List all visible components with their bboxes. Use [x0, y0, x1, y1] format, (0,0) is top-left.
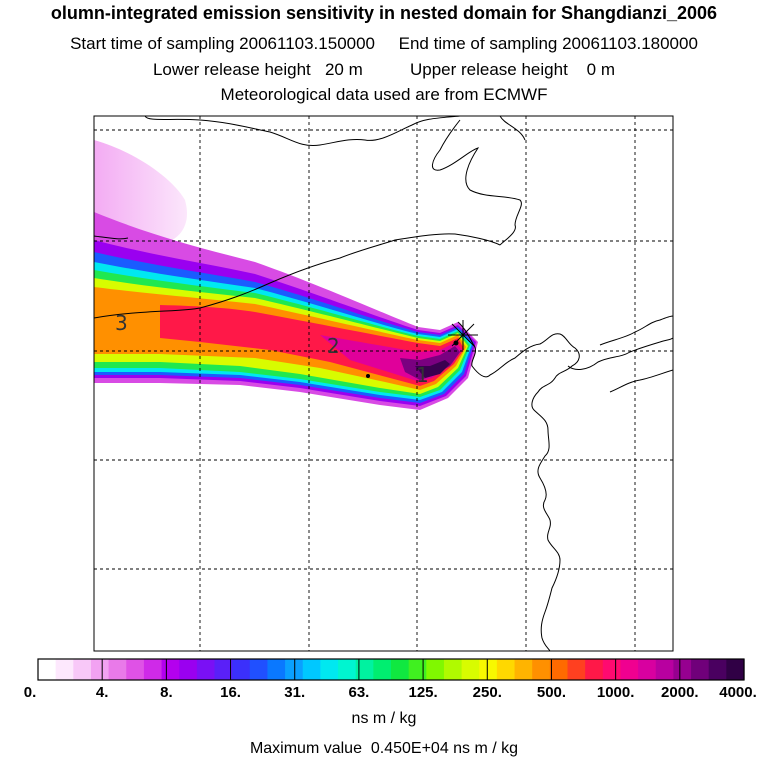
colorbar-cell	[179, 659, 198, 680]
colorbar-cell	[426, 659, 445, 680]
colorbar-cell	[108, 659, 127, 680]
colorbar-cell	[620, 659, 639, 680]
colorbar-cell	[143, 659, 163, 680]
sampling-time-line: Start time of sampling 20061103.150000 E…	[70, 34, 698, 53]
release-location-dot	[453, 340, 459, 346]
colorbar-cell	[726, 659, 745, 680]
colorbar-tick-label: 0.	[23, 684, 37, 701]
meteorological-data-line: Meteorological data used are from ECMWF	[220, 85, 548, 104]
plume-core	[415, 360, 450, 378]
colorbar-cell	[355, 659, 374, 680]
colorbar-cell	[638, 659, 657, 680]
colorbar-cell	[443, 659, 463, 680]
plume-band-dark	[400, 346, 460, 380]
colorbar-cell	[126, 659, 145, 680]
colorbar-cell	[691, 659, 710, 680]
colorbar	[38, 659, 745, 680]
colorbar-cell	[496, 659, 516, 680]
colorbar-cell	[232, 659, 251, 680]
colorbar-cell	[320, 659, 339, 680]
colorbar-tick-label: 125.	[408, 684, 438, 701]
colorbar-cell	[461, 659, 480, 680]
colorbar-cell	[567, 659, 586, 680]
colorbar-cell	[655, 659, 674, 680]
colorbar-cell	[585, 659, 604, 680]
colorbar-cell	[55, 659, 74, 680]
colorbar-cell	[391, 659, 410, 680]
colorbar-units: ns m / kg	[351, 710, 417, 727]
colorbar-tick-label: 500.	[536, 684, 567, 701]
lat-lon-grid	[94, 116, 673, 651]
colorbar-tick-label: 250.	[472, 684, 502, 701]
colorbar-tick-label: 31.	[284, 684, 306, 701]
colorbar-cell	[249, 659, 269, 680]
maximum-value-label: Maximum value 0.450E+04 ns m / kg	[249, 740, 519, 757]
plume-marker-1: 1	[416, 363, 429, 387]
colorbar-cell	[38, 659, 57, 680]
colorbar-cell	[602, 659, 622, 680]
coastlines	[94, 116, 673, 651]
colorbar-tick-label: 4.	[95, 684, 109, 701]
colorbar-frame	[37, 658, 745, 681]
map-frame	[93, 115, 674, 652]
colorbar-tick-label: 63.	[348, 684, 370, 701]
colorbar-cell	[285, 659, 304, 680]
colorbar-cell	[673, 659, 692, 680]
colorbar-cell	[161, 659, 180, 680]
receptor-marker	[448, 320, 478, 350]
colorbar-cell	[302, 659, 321, 680]
plume-marker-2: 2	[327, 334, 340, 358]
plume-marker-3: 3	[115, 311, 128, 335]
colorbar-cell	[338, 659, 357, 680]
colorbar-tick-label: 2000.	[661, 684, 699, 701]
colorbar-cell	[196, 659, 216, 680]
colorbar-cell	[373, 659, 392, 680]
plot-title: olumn-integrated emission sensitivity in…	[50, 3, 718, 23]
colorbar-cell	[73, 659, 92, 680]
colorbar-cell	[214, 659, 233, 680]
position-dot	[366, 374, 370, 378]
colorbar-cell	[267, 659, 286, 680]
colorbar-cell	[532, 659, 551, 680]
release-height-line: Lower release height 20 m Upper release …	[152, 60, 616, 79]
colorbar-tick-label: 4000.	[719, 684, 757, 701]
map-area: 3 2 1	[94, 116, 673, 651]
colorbar-tick-label: 16.	[220, 684, 241, 701]
colorbar-cell	[479, 659, 498, 680]
colorbar-cell	[514, 659, 533, 680]
colorbar-cell	[408, 659, 427, 680]
colorbar-cell	[549, 659, 569, 680]
colorbar-cell	[708, 659, 727, 680]
colorbar-tick-label: 8.	[160, 684, 173, 701]
colorbar-cell	[90, 659, 110, 680]
colorbar-tick-label: 1000.	[596, 684, 635, 701]
